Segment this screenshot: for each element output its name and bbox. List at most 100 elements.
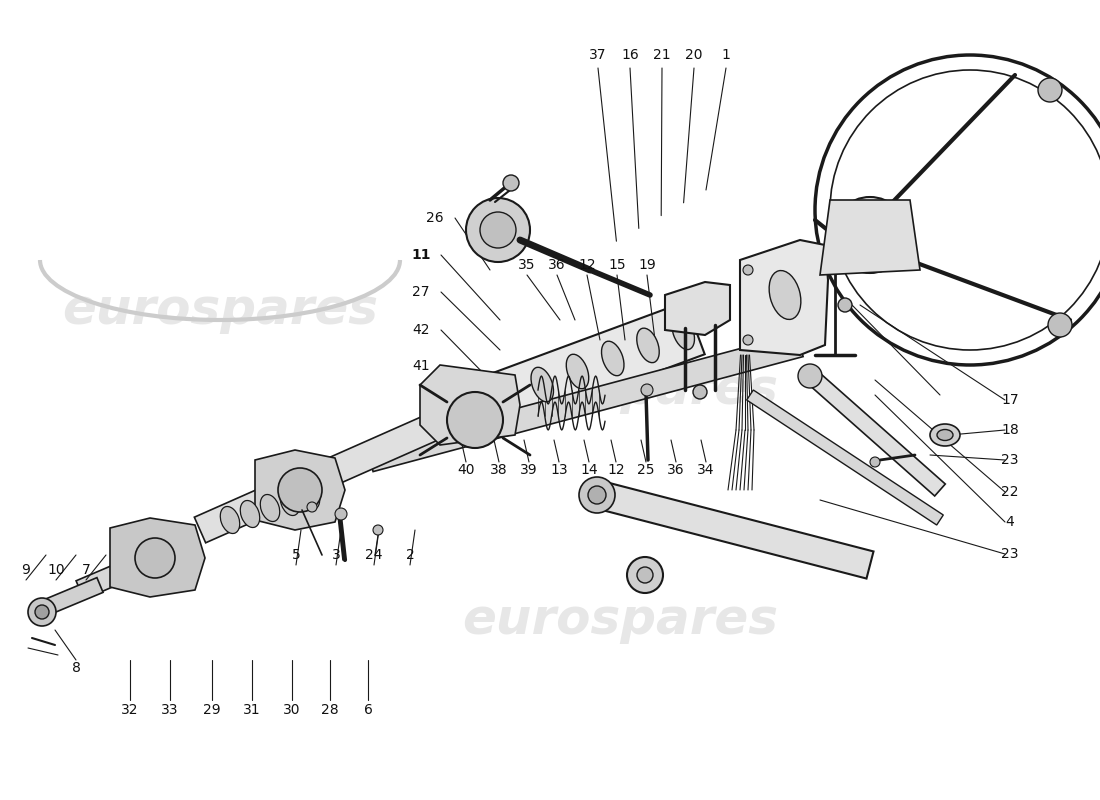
Polygon shape bbox=[367, 334, 803, 471]
Text: 14: 14 bbox=[580, 463, 597, 477]
Circle shape bbox=[336, 508, 346, 520]
Text: 27: 27 bbox=[412, 285, 430, 299]
Circle shape bbox=[447, 392, 503, 448]
Text: 39: 39 bbox=[520, 463, 538, 477]
Text: 34: 34 bbox=[697, 463, 715, 477]
Circle shape bbox=[373, 525, 383, 535]
Text: 8: 8 bbox=[72, 661, 80, 675]
Text: 12: 12 bbox=[607, 463, 625, 477]
Circle shape bbox=[588, 486, 606, 504]
Text: 17: 17 bbox=[1001, 393, 1019, 407]
Text: 2: 2 bbox=[406, 548, 415, 562]
Circle shape bbox=[641, 384, 653, 396]
Polygon shape bbox=[420, 365, 520, 445]
Polygon shape bbox=[110, 518, 205, 597]
Polygon shape bbox=[195, 402, 465, 543]
Text: 11: 11 bbox=[411, 248, 431, 262]
Text: 9: 9 bbox=[22, 563, 31, 577]
Circle shape bbox=[870, 457, 880, 467]
Polygon shape bbox=[740, 240, 828, 355]
Circle shape bbox=[742, 265, 754, 275]
Circle shape bbox=[637, 567, 653, 583]
Text: 28: 28 bbox=[321, 703, 339, 717]
Text: 16: 16 bbox=[621, 48, 639, 62]
Text: 30: 30 bbox=[284, 703, 300, 717]
Circle shape bbox=[35, 605, 50, 619]
Polygon shape bbox=[666, 282, 730, 335]
Text: 13: 13 bbox=[550, 463, 568, 477]
Ellipse shape bbox=[637, 328, 659, 362]
Circle shape bbox=[1048, 313, 1072, 337]
Ellipse shape bbox=[240, 501, 260, 527]
Circle shape bbox=[135, 538, 175, 578]
Text: 32: 32 bbox=[121, 703, 139, 717]
Text: 15: 15 bbox=[608, 258, 626, 272]
Text: 4: 4 bbox=[1005, 515, 1014, 529]
Text: 35: 35 bbox=[518, 258, 536, 272]
Ellipse shape bbox=[261, 494, 279, 522]
Ellipse shape bbox=[602, 341, 624, 376]
Circle shape bbox=[832, 197, 908, 273]
Circle shape bbox=[627, 557, 663, 593]
Ellipse shape bbox=[531, 367, 553, 402]
Circle shape bbox=[278, 468, 322, 512]
Polygon shape bbox=[805, 369, 945, 496]
Ellipse shape bbox=[220, 506, 240, 534]
Text: 29: 29 bbox=[204, 703, 221, 717]
Text: 38: 38 bbox=[491, 463, 508, 477]
Text: 20: 20 bbox=[685, 48, 703, 62]
Polygon shape bbox=[450, 302, 705, 442]
Polygon shape bbox=[581, 483, 614, 507]
Text: 31: 31 bbox=[243, 703, 261, 717]
Circle shape bbox=[693, 385, 707, 399]
Text: 37: 37 bbox=[590, 48, 607, 62]
Text: 3: 3 bbox=[331, 548, 340, 562]
Text: 40: 40 bbox=[458, 463, 475, 477]
Text: 10: 10 bbox=[47, 563, 65, 577]
Circle shape bbox=[503, 175, 519, 191]
Text: 18: 18 bbox=[1001, 423, 1019, 437]
Text: 22: 22 bbox=[1001, 485, 1019, 499]
Text: 41: 41 bbox=[412, 359, 430, 373]
Text: 1: 1 bbox=[722, 48, 730, 62]
Polygon shape bbox=[820, 200, 920, 275]
Ellipse shape bbox=[472, 389, 495, 423]
Text: eurospares: eurospares bbox=[462, 366, 778, 414]
Ellipse shape bbox=[280, 489, 299, 515]
Text: 21: 21 bbox=[653, 48, 671, 62]
Text: 7: 7 bbox=[81, 563, 90, 577]
Circle shape bbox=[838, 298, 853, 312]
Circle shape bbox=[845, 210, 895, 260]
Text: 36: 36 bbox=[548, 258, 565, 272]
Polygon shape bbox=[76, 549, 158, 599]
Ellipse shape bbox=[300, 482, 320, 510]
Circle shape bbox=[1038, 78, 1061, 102]
Circle shape bbox=[28, 598, 56, 626]
Ellipse shape bbox=[930, 424, 960, 446]
Text: 19: 19 bbox=[638, 258, 656, 272]
Circle shape bbox=[798, 364, 822, 388]
Text: eurospares: eurospares bbox=[62, 286, 378, 334]
Text: 6: 6 bbox=[364, 703, 373, 717]
Text: 42: 42 bbox=[412, 323, 430, 337]
Circle shape bbox=[466, 198, 530, 262]
Text: 12: 12 bbox=[579, 258, 596, 272]
Circle shape bbox=[307, 502, 317, 512]
Ellipse shape bbox=[769, 270, 801, 319]
Polygon shape bbox=[255, 450, 345, 530]
Polygon shape bbox=[596, 482, 873, 578]
Circle shape bbox=[579, 477, 615, 513]
Text: 25: 25 bbox=[637, 463, 654, 477]
Ellipse shape bbox=[566, 354, 588, 389]
Circle shape bbox=[480, 212, 516, 248]
Text: 23: 23 bbox=[1001, 453, 1019, 467]
Ellipse shape bbox=[496, 380, 518, 415]
Text: 5: 5 bbox=[292, 548, 300, 562]
Circle shape bbox=[742, 335, 754, 345]
Text: 24: 24 bbox=[365, 548, 383, 562]
Text: eurospares: eurospares bbox=[462, 596, 778, 644]
Ellipse shape bbox=[937, 430, 953, 441]
Polygon shape bbox=[37, 578, 103, 618]
Polygon shape bbox=[747, 390, 944, 525]
Text: 23: 23 bbox=[1001, 547, 1019, 561]
